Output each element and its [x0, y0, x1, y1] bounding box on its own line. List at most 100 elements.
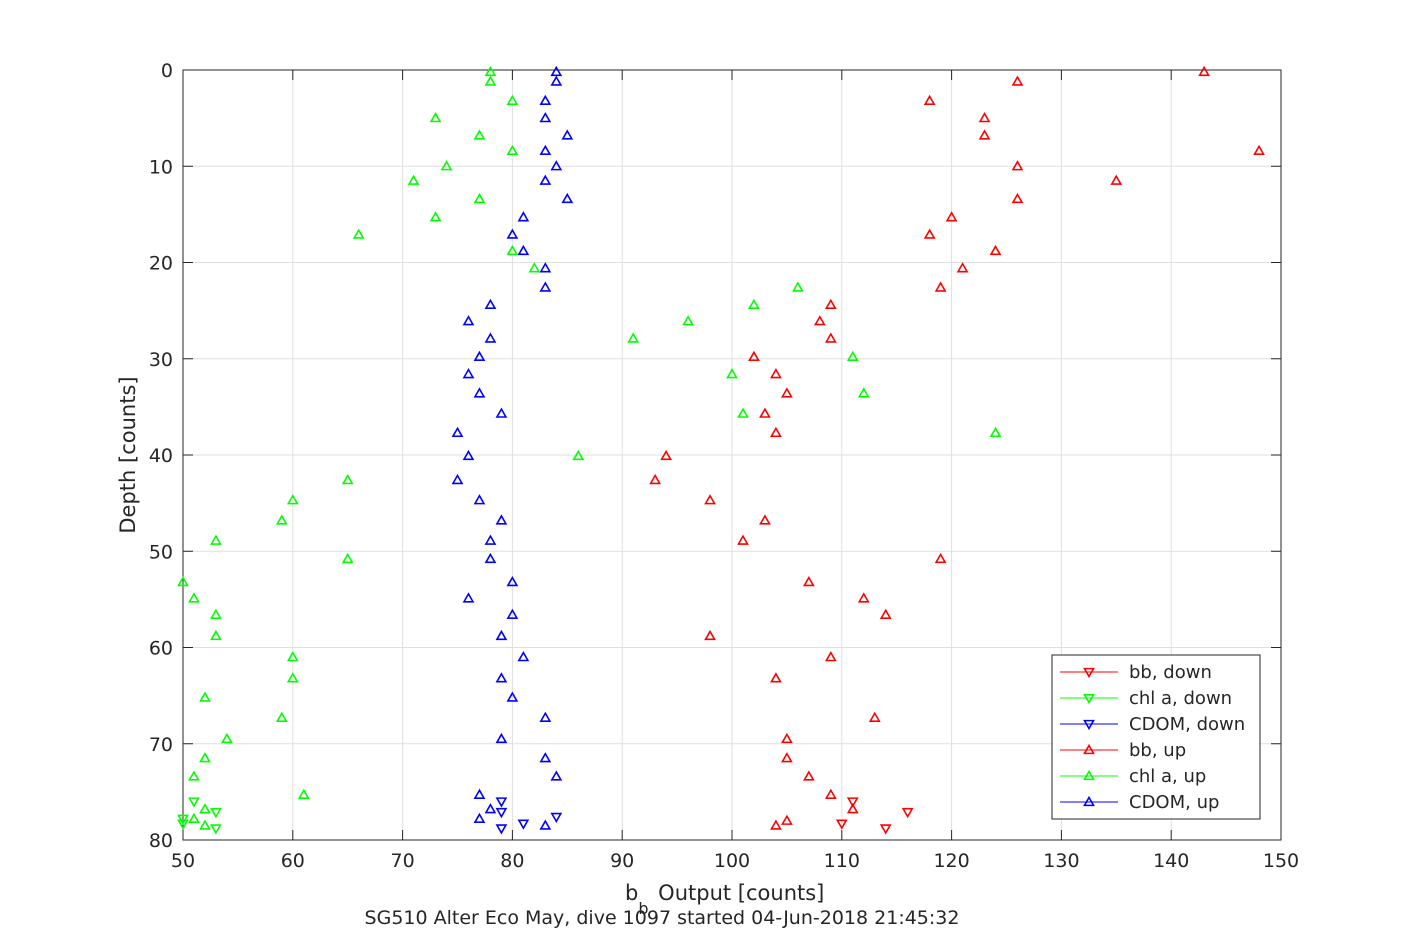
legend: bb, down chl a, down CDOM, down bb, up chl a… — [1051, 654, 1261, 820]
data-point-cdom-up — [473, 387, 486, 398]
data-point-cdom-down — [495, 824, 508, 835]
legend-marker — [1083, 693, 1095, 705]
data-point-cdom-up — [506, 228, 519, 239]
legend-marker — [1083, 743, 1095, 755]
data-point-chl-a-up — [407, 174, 420, 185]
data-point-bb-up — [759, 514, 771, 525]
data-point-cdom-up — [451, 473, 464, 485]
data-point-bb-up — [824, 332, 837, 343]
data-point-bb-up — [1011, 160, 1024, 171]
data-point-cdom-up — [539, 112, 552, 123]
data-point-chl-a-down — [177, 819, 189, 830]
data-point-cdom-up — [462, 592, 475, 603]
data-point-chl-a-up — [199, 691, 211, 702]
data-point-chl-a-up — [484, 65, 497, 77]
data-point-bb-up — [802, 575, 815, 587]
data-point-cdom-up — [473, 812, 486, 824]
data-point-cdom-up — [451, 426, 464, 438]
data-point-chl-a-up — [210, 534, 222, 545]
data-point-bb-up — [1110, 174, 1123, 185]
data-point-chl-a-up — [210, 629, 222, 641]
data-point-chl-a-up — [440, 160, 453, 171]
data-point-cdom-up — [495, 732, 508, 744]
data-point-bb-up — [978, 129, 991, 140]
y-axis-label: Depth [counts] — [116, 376, 140, 533]
data-point-chl-a-down — [177, 814, 189, 825]
data-point-bb-up — [1011, 75, 1024, 86]
data-point-chl-a-up — [199, 819, 211, 830]
data-point-chl-a-up — [199, 752, 211, 763]
data-point-bb-up — [846, 803, 859, 814]
data-point-cdom-down — [495, 797, 508, 808]
data-point-bb-up — [824, 298, 837, 310]
data-point-cdom-up — [561, 129, 574, 140]
data-point-cdom-up — [539, 752, 552, 763]
y-tick-label: 70 — [149, 734, 173, 756]
data-point-bb-up — [857, 592, 870, 603]
legend-marker — [1083, 769, 1095, 781]
data-point-chl-a-up — [221, 732, 233, 744]
data-point-bb-down — [901, 807, 914, 819]
data-point-chl-a-up — [188, 592, 200, 603]
data-point-bb-up — [923, 228, 936, 239]
data-point-cdom-up — [484, 332, 497, 343]
data-point-chl-a-up — [726, 368, 738, 379]
data-point-bb-up — [934, 552, 947, 564]
legend-marker — [1083, 719, 1095, 731]
y-tick-label: 30 — [149, 349, 173, 371]
x-tick-label: 60 — [281, 850, 305, 872]
data-point-bb-up — [704, 629, 716, 641]
data-point-cdom-up — [550, 160, 563, 171]
data-point-chl-a-up — [352, 228, 365, 239]
data-point-chl-a-up — [528, 262, 541, 273]
data-point-chl-a-up — [341, 473, 354, 485]
data-point-cdom-up — [473, 494, 486, 505]
data-point-chl-a-up — [199, 803, 211, 814]
data-point-chl-a-up — [572, 449, 585, 461]
data-point-cdom-up — [550, 65, 563, 77]
data-point-bb-up — [759, 407, 771, 418]
data-point-cdom-up — [495, 514, 508, 525]
data-point-chl-a-up — [341, 552, 354, 564]
data-point-cdom-up — [561, 192, 574, 204]
y-tick-label: 40 — [149, 445, 173, 467]
data-point-cdom-down — [495, 807, 508, 819]
data-point-chl-a-up — [506, 244, 519, 256]
data-point-chl-a-up — [792, 281, 804, 292]
data-marks — [177, 65, 1265, 835]
data-point-bb-up — [770, 368, 782, 379]
x-tick-label: 140 — [1153, 850, 1189, 872]
data-point-cdom-up — [506, 575, 519, 587]
data-point-chl-a-up — [429, 211, 442, 222]
data-point-cdom-up — [539, 174, 552, 185]
data-point-chl-a-up — [484, 75, 497, 86]
legend-label: CDOM, up — [1129, 792, 1219, 813]
legend-label: chl a, up — [1129, 766, 1206, 787]
data-point-cdom-down — [517, 819, 530, 830]
x-axis-label: bb Output [counts] — [625, 881, 824, 918]
data-point-cdom-up — [495, 629, 508, 641]
data-point-chl-a-up — [737, 407, 749, 418]
data-point-cdom-up — [484, 552, 497, 564]
y-tick-label: 80 — [149, 830, 173, 852]
data-point-bb-up — [978, 112, 991, 123]
data-point-bb-up — [781, 814, 793, 825]
data-point-bb-down — [846, 797, 859, 808]
x-axis-label-rest: Output [counts] — [652, 881, 825, 905]
legend-box — [1051, 654, 1261, 820]
data-point-cdom-up — [462, 315, 475, 326]
data-point-chl-a-down — [188, 797, 200, 808]
data-point-bb-up — [770, 672, 782, 683]
data-point-bb-up — [802, 770, 815, 781]
data-point-bb-up — [879, 608, 892, 619]
data-point-chl-a-up — [188, 812, 200, 824]
data-point-chl-a-up — [627, 332, 640, 343]
data-point-chl-a-up — [297, 788, 310, 799]
data-point-cdom-up — [517, 651, 530, 662]
data-point-bb-up — [824, 651, 837, 662]
data-point-bb-up — [1198, 65, 1211, 77]
data-point-chl-a-up — [286, 651, 299, 662]
x-tick-label: 90 — [610, 850, 634, 872]
data-point-bb-up — [868, 711, 881, 722]
chart-caption: SG510 Alter Eco May, dive 1097 started 0… — [365, 907, 960, 929]
